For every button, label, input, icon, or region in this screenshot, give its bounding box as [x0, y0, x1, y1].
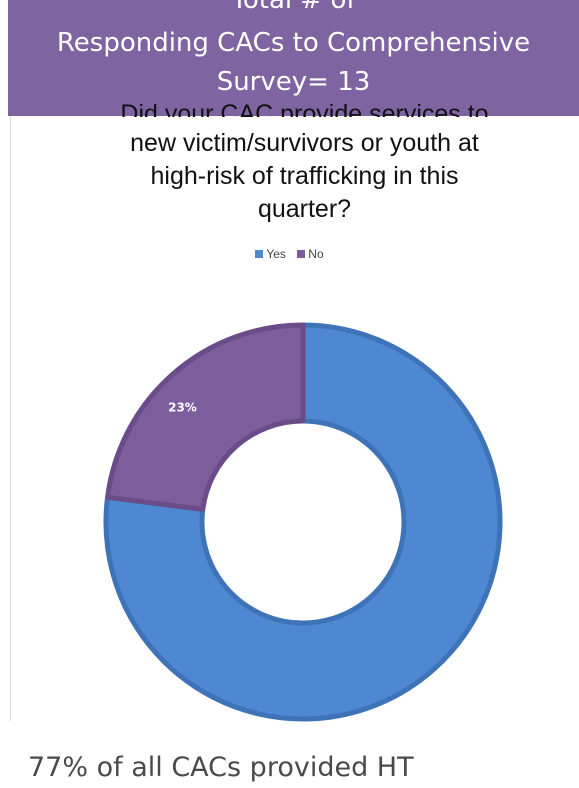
data-label-no: 23% [168, 401, 197, 415]
chart-title-line-3: quarter? [257, 195, 352, 223]
chart-title-line-2: high-risk of trafficking in this [150, 162, 459, 190]
banner-line-0: Total # of [231, 0, 356, 15]
donut-slice-no [105, 322, 306, 512]
legend-label-yes: Yes [266, 247, 286, 261]
footer-text: 77% of all CACs provided HT [28, 752, 414, 783]
chart-title-partial: Did your CAC provide services to [120, 100, 489, 117]
legend-item-yes: Yes [255, 247, 286, 261]
legend-swatch-yes [255, 250, 264, 258]
legend-swatch-no [297, 250, 306, 258]
chart-title-line-1: new victim/survivors or youth at [130, 129, 479, 157]
donut-slice-yes [103, 322, 503, 722]
legend-item-no: No [297, 247, 324, 261]
chart-legend: Yes No [0, 247, 579, 261]
banner-line-1: Responding CACs to Comprehensive [56, 28, 531, 58]
legend-label-no: No [308, 247, 324, 261]
data-label-yes: 77% [475, 662, 504, 676]
header-banner: Total # of Responding CACs to Comprehens… [8, 0, 579, 116]
chart-frame [10, 116, 579, 721]
banner-line-2: Survey= 13 [216, 67, 371, 97]
